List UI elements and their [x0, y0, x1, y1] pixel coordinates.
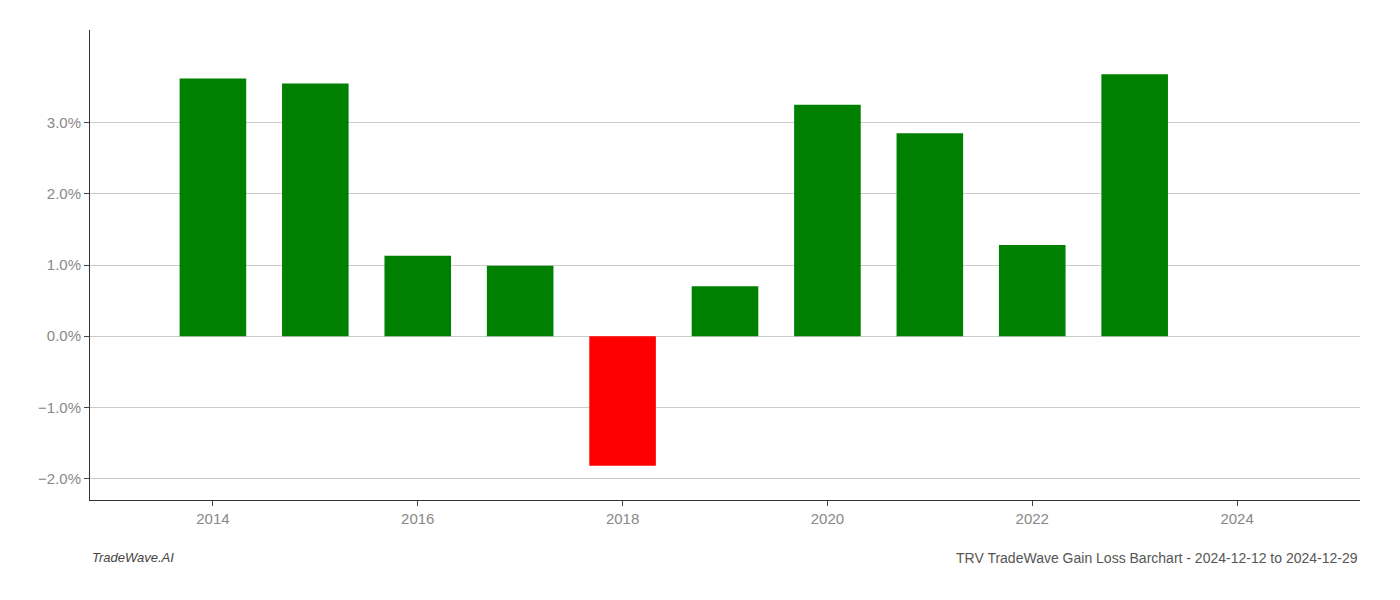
svg-text:1.0%: 1.0%: [47, 256, 81, 273]
svg-text:2018: 2018: [606, 510, 639, 527]
svg-text:TRV TradeWave Gain Loss Barcha: TRV TradeWave Gain Loss Barchart - 2024-…: [956, 550, 1358, 566]
svg-text:2.0%: 2.0%: [47, 185, 81, 202]
svg-text:−2.0%: −2.0%: [38, 470, 81, 487]
svg-text:0.0%: 0.0%: [47, 327, 81, 344]
svg-text:2020: 2020: [811, 510, 844, 527]
svg-text:−1.0%: −1.0%: [38, 399, 81, 416]
svg-text:2014: 2014: [196, 510, 229, 527]
svg-text:TradeWave.AI: TradeWave.AI: [92, 550, 174, 565]
svg-text:2016: 2016: [401, 510, 434, 527]
svg-text:3.0%: 3.0%: [47, 114, 81, 131]
svg-text:2022: 2022: [1016, 510, 1049, 527]
svg-text:2024: 2024: [1220, 510, 1253, 527]
